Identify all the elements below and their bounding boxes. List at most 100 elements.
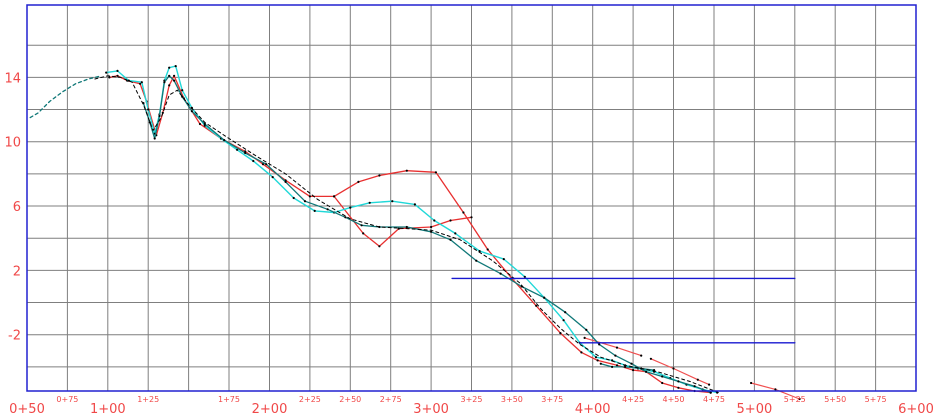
- x-tick-label: 4+00: [575, 402, 611, 417]
- series-point: [774, 388, 777, 391]
- x-tick-label: 2+25: [299, 395, 321, 404]
- series-point: [271, 176, 274, 179]
- x-tick-label: 2+00: [252, 402, 288, 417]
- series-point: [108, 76, 111, 79]
- series-point: [303, 200, 307, 203]
- series-point: [596, 359, 599, 362]
- series-point: [661, 375, 664, 378]
- series-point: [168, 66, 171, 69]
- x-tick-label: 3+50: [501, 395, 523, 404]
- x-tick-label: 2+75: [380, 395, 402, 404]
- series-point: [649, 357, 653, 360]
- series-point: [677, 386, 680, 389]
- series-point: [116, 74, 119, 77]
- series-point: [333, 195, 336, 198]
- grid: [27, 5, 916, 391]
- series-point: [433, 219, 436, 222]
- x-tick-label: 5+00: [737, 402, 773, 417]
- series-point: [292, 196, 295, 200]
- series-line-4: [650, 358, 710, 386]
- series-point: [611, 365, 614, 368]
- x-tick-label: 5+25: [784, 395, 806, 404]
- series-point: [378, 245, 381, 248]
- y-axis-ticks: 14 10 6 2 -2: [4, 71, 21, 343]
- x-tick-label: 3+00: [413, 402, 449, 417]
- series-point: [564, 311, 567, 314]
- x-tick-label: 4+50: [663, 395, 685, 404]
- series-line-8: [29, 75, 103, 119]
- series-point: [391, 200, 394, 203]
- series-point: [645, 370, 648, 373]
- series-point: [677, 380, 680, 383]
- series-point: [261, 163, 265, 166]
- x-tick-label: 3+75: [541, 395, 563, 404]
- series-point: [598, 343, 601, 346]
- series-point: [105, 71, 108, 74]
- series-point: [368, 201, 371, 204]
- series-point: [405, 169, 408, 172]
- series-point: [265, 163, 268, 166]
- x-tick-label: 4+25: [622, 395, 644, 404]
- series-point: [543, 296, 546, 299]
- series-point: [168, 74, 171, 77]
- series-point: [360, 224, 363, 227]
- series-point: [344, 216, 347, 219]
- series-point: [139, 82, 142, 85]
- series-point: [462, 211, 465, 214]
- series-point: [632, 369, 635, 372]
- x-tick-label: 4+75: [703, 395, 725, 404]
- series-point: [405, 225, 408, 229]
- series-line-6: [105, 65, 718, 394]
- series-point: [153, 137, 156, 140]
- series-point: [173, 74, 176, 77]
- series-point: [798, 397, 801, 401]
- series-point: [158, 114, 161, 118]
- series-point: [624, 365, 627, 368]
- series-point: [693, 385, 696, 388]
- series-point: [585, 328, 588, 331]
- series-point: [615, 364, 619, 367]
- x-tick-label: 2+50: [339, 395, 361, 404]
- series-point: [163, 81, 166, 84]
- series-point: [284, 180, 287, 183]
- series-point: [174, 65, 177, 68]
- series-point: [236, 148, 239, 151]
- x-tick-label: 5+75: [865, 395, 887, 404]
- series-point: [661, 381, 664, 385]
- series-point: [502, 258, 505, 261]
- series-point: [223, 139, 226, 142]
- series-point: [116, 69, 119, 72]
- series-point: [430, 230, 433, 233]
- plot-frame: [26, 4, 917, 392]
- series-point: [148, 121, 151, 124]
- series-point: [413, 203, 416, 206]
- y-tick-label: -2: [8, 329, 21, 344]
- series-point: [357, 180, 360, 183]
- series-point: [640, 354, 643, 357]
- series-line-7: [142, 75, 712, 394]
- series-point: [470, 216, 473, 219]
- series-point: [750, 381, 753, 385]
- series-point: [244, 151, 247, 155]
- series-point: [430, 225, 433, 229]
- y-tick-label: 14: [4, 71, 21, 86]
- series-point: [203, 122, 206, 126]
- series-point: [615, 346, 619, 349]
- x-tick-label: 1+25: [137, 395, 159, 404]
- x-tick-label: 5+50: [824, 395, 846, 404]
- series-point: [672, 367, 675, 370]
- x-tick-label: 1+00: [90, 402, 126, 417]
- y-tick-label: 6: [13, 200, 21, 215]
- y-tick-label: 10: [4, 136, 21, 151]
- series-point: [583, 336, 586, 339]
- series-point: [454, 232, 457, 235]
- series-point: [523, 275, 526, 278]
- series-point: [168, 84, 171, 87]
- series-point: [362, 232, 365, 235]
- series-point: [252, 159, 255, 163]
- series-point: [140, 81, 143, 84]
- x-tick-label: 1+75: [218, 395, 240, 404]
- series-point: [198, 122, 202, 126]
- series-point: [147, 108, 150, 111]
- series-point: [308, 195, 311, 198]
